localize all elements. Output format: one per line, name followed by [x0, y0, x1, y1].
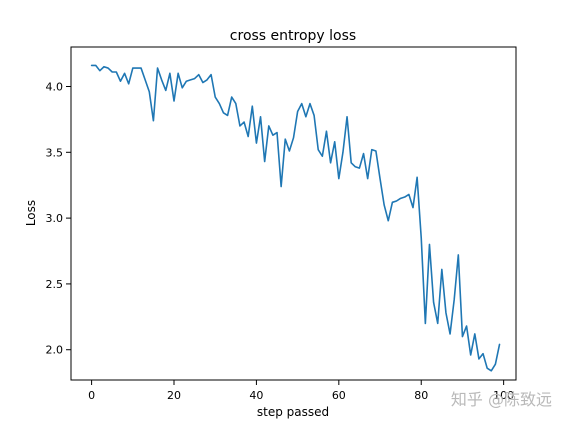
x-axis-label: step passed	[257, 405, 329, 419]
x-tick-label: 40	[249, 389, 263, 402]
plot-frame	[70, 46, 517, 381]
watermark-text: 知乎 @陈致远	[451, 390, 552, 409]
plot-area: 0 20 40 60 80 100 2.0 2.5 3.0 3.5 4.0	[46, 46, 517, 402]
x-tick-label: 20	[167, 389, 181, 402]
y-tick-label: 3.0	[46, 212, 64, 225]
y-axis-label: Loss	[24, 200, 38, 226]
y-tick-label: 2.5	[46, 278, 64, 291]
x-tick-label: 80	[414, 389, 428, 402]
y-tick-label: 3.5	[46, 146, 64, 159]
x-tick-label: 60	[332, 389, 346, 402]
y-tick-label: 2.0	[46, 344, 64, 357]
loss-series-line	[90, 64, 501, 372]
x-tick-label: 100	[493, 389, 514, 402]
chart-title: cross entropy loss	[230, 28, 356, 44]
x-tick-label: 0	[88, 389, 95, 402]
y-tick-label: 4.0	[46, 80, 64, 93]
